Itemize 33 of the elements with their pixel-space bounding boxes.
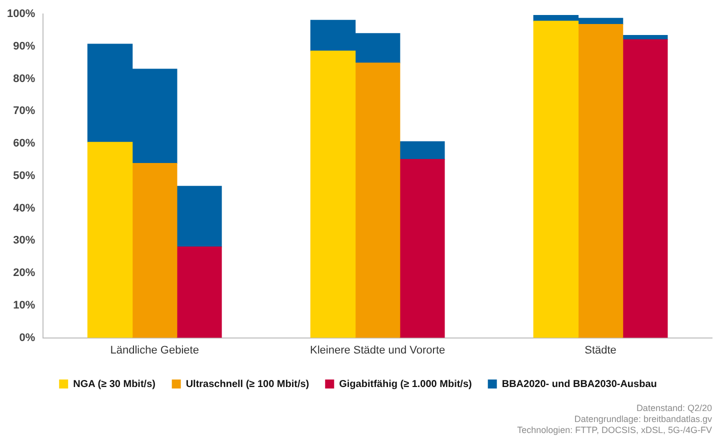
y-tick-label: 60% <box>13 138 36 150</box>
bar <box>578 24 624 338</box>
y-tick-label: 40% <box>13 202 36 214</box>
text: Datenstand: Q2/20 <box>636 403 712 413</box>
bar <box>622 35 668 40</box>
legend-label: NGA (≥ 30 Mbit/s) <box>73 378 156 390</box>
bar <box>176 186 222 248</box>
bar <box>400 159 445 338</box>
text: Datengrundlage: breitbandatlas.gv <box>574 414 712 424</box>
y-tick-label: 20% <box>13 267 36 280</box>
bar <box>310 50 356 338</box>
legend-label: Ultraschnell (≥ 100 Mbit/s) <box>186 378 310 390</box>
bar <box>354 62 400 338</box>
bar <box>400 141 445 160</box>
x-tick-label: Ländliche Gebiete <box>110 344 199 356</box>
x-tick-label: Kleinere Städte und Vororte <box>310 344 446 356</box>
y-tick-label: 70% <box>13 105 36 118</box>
x-tick-label: Städte <box>584 344 616 356</box>
bar <box>176 246 222 338</box>
legend-label: BBA2020- und BBA2030-Ausbau <box>502 378 657 390</box>
y-tick-label: 0% <box>19 332 36 344</box>
y-tick-label: 90% <box>13 40 36 52</box>
bar <box>132 162 178 338</box>
legend-label: Gigabitfähig (≥ 1.000 Mbit/s) <box>339 378 472 390</box>
bar <box>533 20 579 338</box>
y-tick-label: 30% <box>13 234 36 247</box>
y-tick-label: 10% <box>13 299 36 312</box>
text: Technologien: FTTP, DOCSIS, xDSL, 5G-/4G-FV <box>517 425 712 435</box>
bar <box>87 142 133 338</box>
y-tick-label: 50% <box>13 170 36 182</box>
y-tick-label: 80% <box>13 72 36 85</box>
bar <box>622 39 668 338</box>
y-tick-label: 100% <box>6 8 36 20</box>
